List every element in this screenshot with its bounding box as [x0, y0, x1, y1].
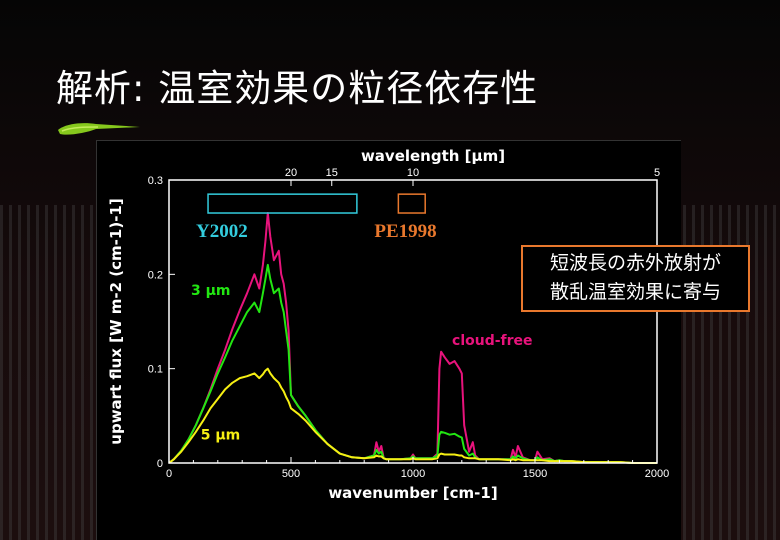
- y-tick-label: 0.2: [148, 269, 163, 281]
- x-tick-label: 1000: [401, 468, 425, 480]
- y-axis-title: upwart flux [W m-2 (cm-1)-1]: [107, 198, 125, 444]
- band-label-y2002: Y2002: [196, 221, 248, 242]
- top-tick-label: 5: [654, 167, 660, 179]
- top-tick-label: 15: [326, 167, 338, 179]
- series-label-1: cloud-free: [452, 333, 533, 349]
- band-box-y2002: [207, 193, 358, 214]
- flux-spectrum-chart: 0 500 1000 1500 2000 0 0.1 0.2 0.3 20 15 10 5 wavenum…: [107, 147, 669, 502]
- series-label-3: 5 μm: [201, 427, 241, 443]
- x-tick-label: 1500: [523, 468, 547, 480]
- green-swoosh-decoration: [58, 123, 140, 135]
- series-label-2: 3 μm: [191, 283, 231, 299]
- y-tick-label: 0.1: [148, 364, 163, 376]
- x-axis-title: wavenumber [cm-1]: [328, 484, 497, 502]
- band-box-pe1998: [397, 193, 426, 214]
- top-tick-label: 20: [285, 167, 297, 179]
- chart-panel: 0 500 1000 1500 2000 0 0.1 0.2 0.3 20 15 10 5 wavenum…: [96, 140, 681, 540]
- series-line-3: [168, 367, 657, 464]
- band-label-pe1998: PE1998: [374, 221, 436, 242]
- top-axis-title: wavelength [μm]: [361, 147, 505, 165]
- callout-line-2: 散乱温室効果に寄与: [549, 281, 721, 303]
- callout-line-1: 短波長の赤外放射が: [549, 252, 721, 274]
- top-tick-label: 10: [407, 167, 419, 179]
- x-tick-label: 2000: [645, 468, 669, 480]
- x-tick-label: 0: [166, 468, 172, 480]
- y-tick-label: 0.3: [148, 175, 163, 187]
- y-tick-label: 0: [157, 458, 163, 470]
- callout-box: 短波長の赤外放射が 散乱温室効果に寄与: [521, 245, 750, 312]
- x-tick-label: 500: [282, 468, 300, 480]
- slide-title: 解析: 温室効果の粒径依存性: [56, 67, 539, 110]
